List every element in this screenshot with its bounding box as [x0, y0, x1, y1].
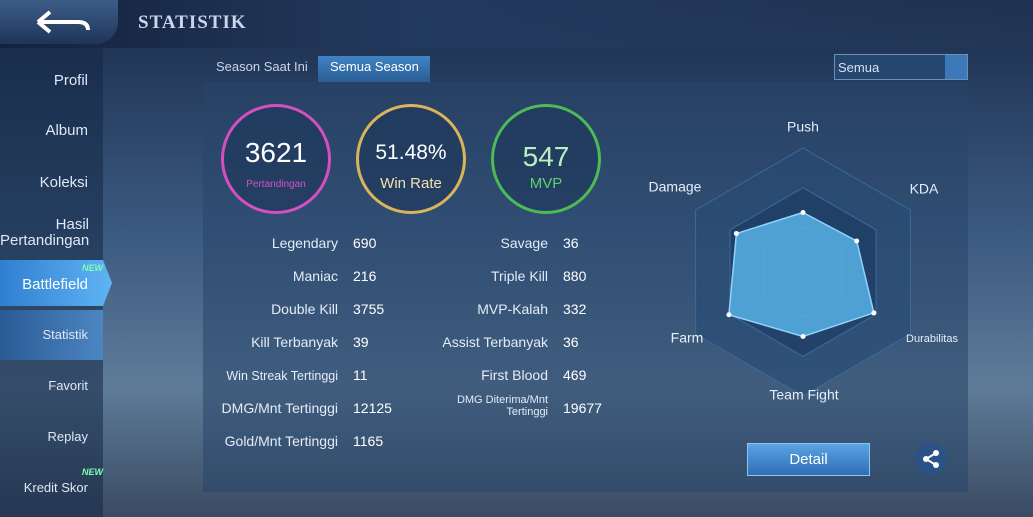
summary-label: MVP: [529, 175, 563, 192]
radar-label: KDA: [910, 181, 939, 197]
menu-item[interactable]: Profil: [53, 72, 88, 89]
stat-value: 216: [353, 268, 377, 284]
radar-label: Durabilitas: [906, 333, 958, 345]
radar-label: Damage: [649, 179, 702, 195]
stat-label: Savage: [500, 235, 548, 251]
summary-label: Pertandingan: [246, 179, 306, 190]
stat-value: 12125: [353, 400, 392, 416]
menu-item[interactable]: Statistik: [42, 327, 88, 342]
stat-label: DMG Diterima/Mnt Tertinggi: [456, 394, 548, 418]
back-button[interactable]: [0, 0, 118, 44]
stat-label: Assist Terbanyak: [442, 334, 548, 350]
summary-circle: 51.48% Win Rate: [356, 104, 466, 214]
stat-value: 880: [563, 268, 587, 284]
stat-label: Gold/Mnt Tertinggi: [224, 433, 338, 449]
stat-label: Double Kill: [271, 301, 338, 317]
page-title: STATISTIK: [138, 12, 247, 33]
back-icon: [36, 10, 90, 34]
dropdown-arrow: [945, 55, 967, 79]
detail-button[interactable]: Detail: [747, 443, 870, 476]
radar-label: Farm: [671, 330, 704, 346]
dropdown[interactable]: Semua: [834, 54, 968, 80]
summary-label: Win Rate: [380, 175, 442, 192]
dropdown-value: Semua: [838, 60, 880, 75]
stat-value: 690: [353, 235, 377, 251]
menu-item[interactable]: Replay: [47, 429, 88, 444]
summary-circle: 547 MVP: [491, 104, 601, 214]
share-icon: [923, 450, 939, 468]
summary-value: 51.48%: [375, 141, 447, 164]
stat-value: 36: [563, 235, 579, 251]
summary-value: 3621: [244, 137, 308, 168]
radar-point: [871, 310, 877, 316]
stat-value: 36: [563, 334, 579, 350]
stat-label: Win Streak Tertinggi: [226, 369, 338, 383]
menu-item[interactable]: Favorit: [48, 378, 88, 393]
menu-item[interactable]: Koleksi: [39, 174, 88, 191]
radar-label: Team Fight: [769, 387, 838, 403]
menu-highlight: [0, 260, 112, 306]
stat-value: 39: [353, 334, 369, 350]
stat-value: 469: [563, 367, 587, 383]
radar-point: [733, 231, 739, 237]
tab[interactable]: Season Saat Ini: [216, 59, 308, 74]
stat-value: 19677: [563, 400, 602, 416]
new-badge: NEW: [82, 467, 103, 477]
stat-value: 11: [353, 367, 368, 383]
stat-value: 1165: [353, 433, 384, 449]
stat-label: DMG/Mnt Tertinggi: [221, 400, 338, 416]
top-bar: [0, 0, 1033, 48]
radar-point: [854, 238, 860, 244]
stat-label: First Blood: [481, 367, 548, 383]
share-button[interactable]: [915, 443, 947, 475]
stat-label: Triple Kill: [490, 268, 548, 284]
stat-label: Maniac: [292, 268, 338, 284]
menu-item[interactable]: Kredit Skor: [23, 480, 88, 495]
stat-value: 332: [563, 301, 587, 317]
stat-label: Kill Terbanyak: [251, 334, 338, 350]
radar-label: Push: [787, 119, 819, 135]
active-tab-bg: [318, 56, 430, 82]
stat-label: Legendary: [271, 235, 338, 251]
tab-active[interactable]: Semua Season: [330, 59, 419, 74]
stat-label: MVP-Kalah: [477, 301, 548, 317]
radar-point: [800, 333, 806, 339]
radar-point: [800, 209, 806, 215]
submenu-highlight: [0, 310, 103, 360]
menu-item[interactable]: Album: [45, 122, 88, 139]
menu-item[interactable]: Battlefield: [22, 276, 88, 293]
new-badge: NEW: [82, 263, 103, 273]
summary-circle: 3621 Pertandingan: [221, 104, 331, 214]
menu-item[interactable]: Hasil Pertandingan: [0, 216, 90, 249]
radar-point: [726, 312, 732, 318]
stat-value: 3755: [353, 301, 385, 317]
summary-value: 547: [522, 141, 570, 172]
